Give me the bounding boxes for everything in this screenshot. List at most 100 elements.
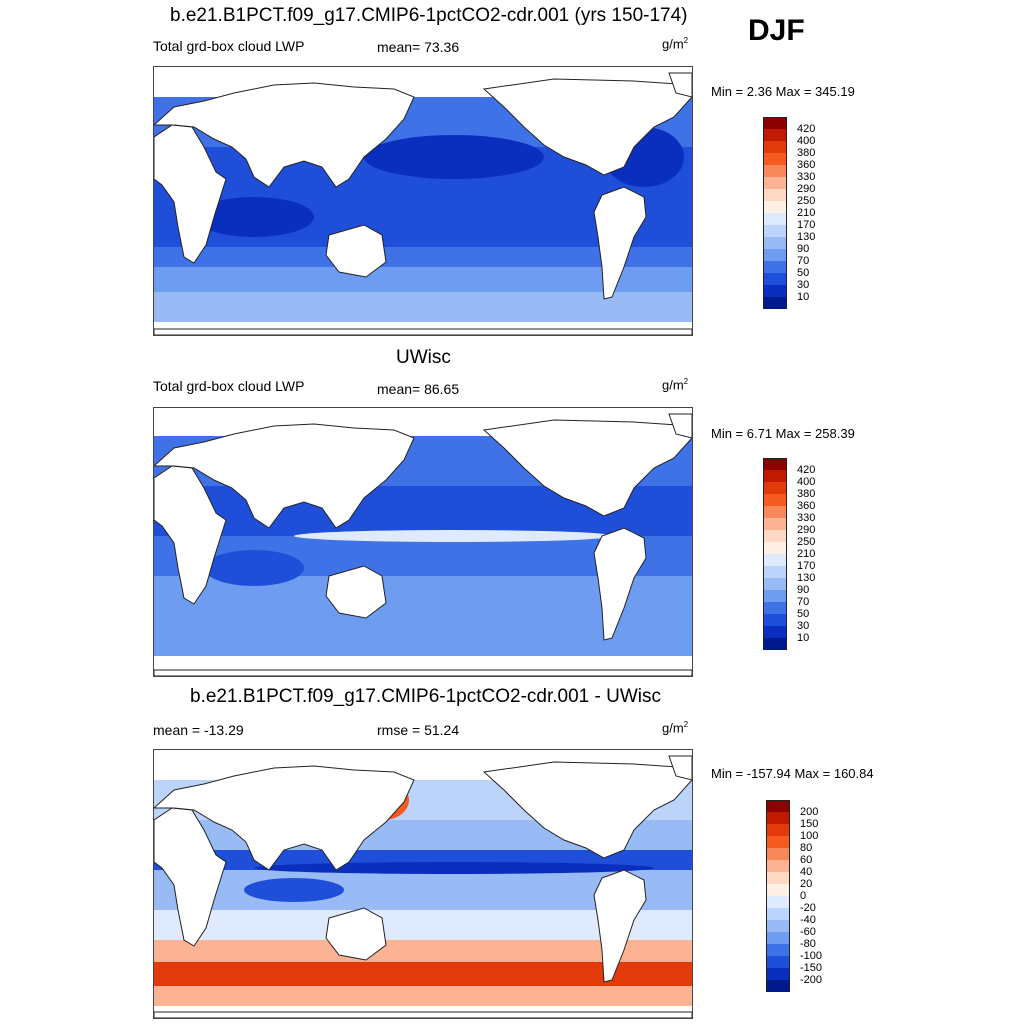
colorbar-tick-label: 10: [797, 632, 810, 644]
panel1-colorbar: 420 400 380 360 330 290 250 210 170 130 90 70 50 30 10: [763, 117, 815, 309]
landmass-outline: [668, 72, 692, 98]
colorbar-swatch: [763, 117, 787, 129]
colorbar-swatch: [766, 968, 790, 980]
colorbar-tick-label: 330: [797, 512, 816, 524]
colorbar-swatch: [763, 638, 787, 650]
colorbar-tick-label: -200: [800, 974, 823, 986]
colorbar-tick-label: 30: [797, 279, 810, 291]
colorbar-swatch: [763, 213, 787, 225]
colorbar-tick-label: 210: [797, 548, 816, 560]
landmass-outline: [154, 807, 227, 947]
colorbar-tick-label: 170: [797, 560, 816, 572]
colorbar-tick-label: 20: [800, 878, 813, 890]
colorbar-swatch: [763, 518, 787, 530]
panel1-mean-label: mean= 73.36: [377, 39, 460, 55]
colorbar-swatch: [763, 542, 787, 554]
landmass-outline: [593, 527, 647, 641]
colorbar-tick-label: 290: [797, 524, 816, 536]
colorbar-tick-label: 170: [797, 219, 816, 231]
colorbar-tick-label: -60: [800, 926, 816, 938]
landmass-outline: [668, 755, 692, 781]
landmass-outline: [154, 765, 415, 871]
colorbar-swatch: [763, 177, 787, 189]
landmass-outline: [482, 761, 692, 859]
colorbar-swatch: [766, 944, 790, 956]
colorbar-swatch: [763, 261, 787, 273]
colorbar-tick-label: 380: [797, 488, 816, 500]
colorbar-tick-label: 400: [797, 135, 816, 147]
panel2-minmax: Min = 6.71 Max = 258.39: [711, 426, 855, 441]
colorbar-tick-label: 0: [800, 890, 807, 902]
colorbar-tick-label: -150: [800, 962, 823, 974]
colorbar-swatch: [763, 201, 787, 213]
panel1-minmax: Min = 2.36 Max = 345.19: [711, 84, 855, 99]
panel1-title: b.e21.B1PCT.f09_g17.CMIP6-1pctCO2-cdr.00…: [170, 5, 688, 26]
colorbar-swatch: [766, 920, 790, 932]
panel1-map: [153, 66, 693, 336]
landmass-outline: [325, 565, 387, 619]
landmass-outline: [325, 224, 387, 278]
panel3-colorbar: 200 150 100 80 60 40 20 0 -20 -40 -60 -80 -100 -150 -2…: [766, 800, 822, 992]
colorbar-swatch: [763, 141, 787, 153]
colorbar-tick-label: 250: [797, 536, 816, 548]
panel3-minmax: Min = -157.94 Max = 160.84: [711, 766, 874, 781]
panel3-title: b.e21.B1PCT.f09_g17.CMIP6-1pctCO2-cdr.00…: [190, 686, 661, 707]
colorbar-swatch: [763, 225, 787, 237]
colorbar-swatch: [763, 590, 787, 602]
colorbar-tick-label: 60: [800, 854, 813, 866]
colorbar-tick-label: 130: [797, 231, 816, 243]
colorbar-tick-label: 420: [797, 123, 816, 135]
season-label: DJF: [748, 14, 805, 47]
colorbar-swatch: [763, 530, 787, 542]
colorbar-tick-label: 10: [797, 291, 810, 303]
colorbar-swatch: [766, 896, 790, 908]
colorbar-tick-label: -80: [800, 938, 816, 950]
colorbar-swatch: [763, 614, 787, 626]
colorbar-tick-label: 150: [800, 818, 819, 830]
landmass-outline: [154, 328, 692, 335]
colorbar-swatch: [763, 578, 787, 590]
landmass-outline: [154, 82, 415, 188]
colorbar-tick-label: 100: [800, 830, 819, 842]
colorbar-swatch: [763, 626, 787, 638]
colorbar-tick-label: 90: [797, 584, 810, 596]
colorbar-tick-label: -20: [800, 902, 816, 914]
landmass-outline: [325, 907, 387, 961]
colorbar-swatch: [766, 860, 790, 872]
colorbar-swatch: [763, 165, 787, 177]
colorbar-swatch: [766, 908, 790, 920]
panel2-title: UWisc: [396, 347, 451, 368]
colorbar-tick-label: 200: [800, 806, 819, 818]
landmass-outline: [154, 669, 692, 676]
landmass-outline: [154, 423, 415, 529]
panel3-map: [153, 749, 693, 1019]
colorbar-tick-label: 40: [800, 866, 813, 878]
colorbar-tick-label: 330: [797, 171, 816, 183]
colorbar-tick-label: -100: [800, 950, 823, 962]
colorbar-tick-label: 130: [797, 572, 816, 584]
colorbar-tick-label: 50: [797, 608, 810, 620]
panel2-left-label: Total grd-box cloud LWP: [153, 378, 305, 394]
panel2-mean-label: mean= 86.65: [377, 381, 460, 397]
colorbar-tick-label: 400: [797, 476, 816, 488]
landmass-outline: [154, 465, 227, 605]
landmass-outline: [593, 186, 647, 300]
colorbar-swatch: [766, 884, 790, 896]
colorbar-swatch: [763, 554, 787, 566]
panel1-left-label: Total grd-box cloud LWP: [153, 38, 305, 54]
colorbar-swatch: [763, 494, 787, 506]
colorbar-swatch: [766, 956, 790, 968]
colorbar-swatch: [766, 980, 790, 992]
colorbar-swatch: [763, 129, 787, 141]
colorbar-swatch: [766, 812, 790, 824]
colorbar-tick-label: 360: [797, 500, 816, 512]
landmass-outline: [482, 78, 692, 176]
colorbar-tick-label: 380: [797, 147, 816, 159]
colorbar-tick-label: 90: [797, 243, 810, 255]
colorbar-tick-label: 50: [797, 267, 810, 279]
colorbar-swatch: [763, 189, 787, 201]
colorbar-swatch: [763, 285, 787, 297]
colorbar-swatch: [766, 824, 790, 836]
colorbar-tick-label: 80: [800, 842, 813, 854]
panel3-rmse-label: rmse = 51.24: [377, 722, 460, 738]
